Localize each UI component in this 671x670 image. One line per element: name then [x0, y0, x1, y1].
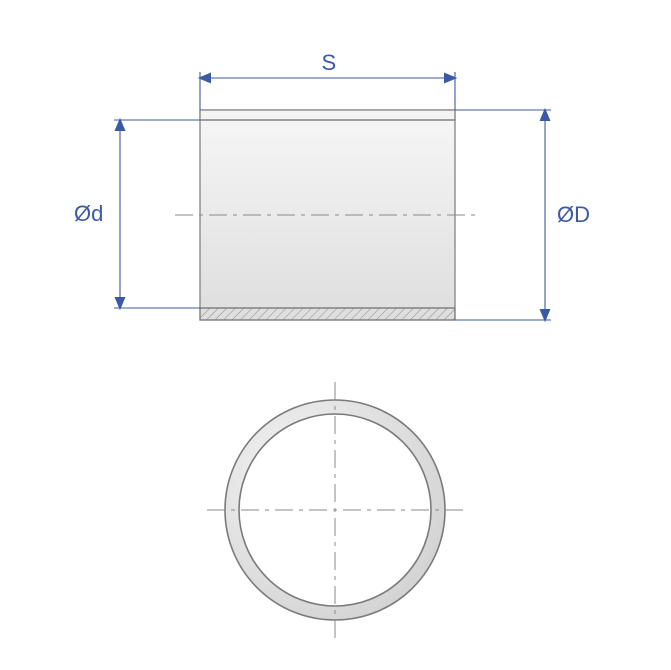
dimension-label-width: S	[322, 50, 337, 76]
technical-drawing-svg	[0, 0, 671, 670]
dimension-label-inner-diameter: Ød	[74, 201, 103, 227]
drawing-canvas	[0, 0, 671, 670]
dimension-label-outer-diameter: ØD	[557, 202, 590, 228]
end-view	[207, 382, 463, 638]
side-elevation-view	[175, 110, 480, 320]
